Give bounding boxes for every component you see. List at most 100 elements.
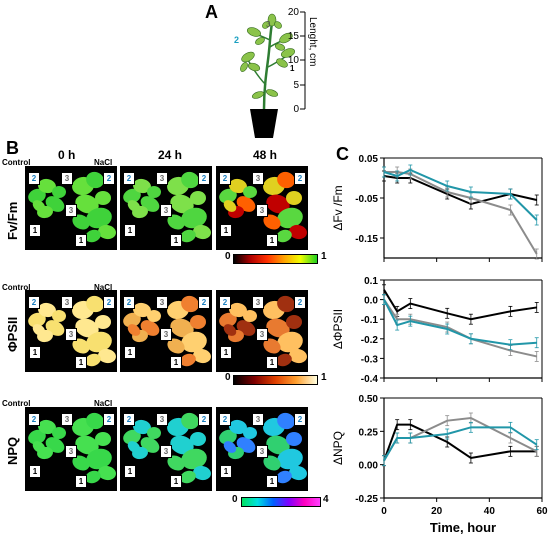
- leaf-tag-1-nacl: 1: [170, 475, 182, 488]
- control-leaf: [32, 324, 46, 336]
- leaf-tag-3-control: 3: [61, 413, 73, 426]
- leaf-tag-2-control: 2: [123, 413, 135, 426]
- x-tick-label: 0: [381, 506, 387, 517]
- nacl-leaf: [193, 465, 211, 481]
- nacl-leaf: [193, 224, 211, 240]
- fluorescence-image-r3-c2: 2 3 1 2 3 1: [120, 407, 212, 491]
- x-tick-label: 20: [431, 506, 443, 517]
- nacl-leaf: [75, 194, 99, 214]
- nacl-leaf: [72, 214, 90, 230]
- leaf-tag-2-nacl: 2: [198, 172, 210, 185]
- control-leaf: [219, 429, 237, 445]
- nacl-leaf: [86, 331, 112, 353]
- leaf-tag-1-control: 1: [29, 465, 41, 478]
- ruler-tick-5: 5: [293, 80, 299, 91]
- leaf-tag-1-nacl: 1: [75, 234, 87, 247]
- nacl-leaf: [286, 191, 302, 205]
- nacl-leaf: [266, 318, 290, 338]
- ruler-tick-0: 0: [293, 104, 299, 115]
- y-tick-label: -0.4: [361, 374, 379, 385]
- row1-nacl-label: NaCl: [94, 158, 113, 167]
- leaf-label-2: 2: [234, 35, 239, 45]
- nacl-leaf: [277, 295, 295, 313]
- nacl-leaf: [266, 435, 290, 455]
- leaf-tag-1-control: 1: [124, 465, 136, 478]
- series-line-2: [383, 299, 537, 358]
- nacl-leaf: [276, 229, 292, 243]
- row-label-phipsii: ΦPSII: [5, 316, 20, 352]
- colorbar-fvfm: [233, 254, 318, 264]
- nacl-leaf: [95, 191, 111, 205]
- leaf-tag-2-control: 2: [28, 413, 40, 426]
- col-header-0h: 0 h: [58, 148, 76, 162]
- colorbar-fvfm-max: 1: [321, 251, 327, 262]
- leaf-tag-2-nacl: 2: [198, 413, 210, 426]
- nacl-leaf: [167, 338, 185, 354]
- leaf-tag-1-nacl: 1: [266, 234, 278, 247]
- nacl-leaf: [193, 348, 211, 364]
- nacl-leaf: [180, 470, 196, 484]
- control-leaf: [127, 324, 141, 336]
- colorbar-phipsii: [233, 375, 318, 385]
- nacl-leaf: [190, 315, 206, 329]
- control-leaf: [127, 441, 141, 453]
- leaf-tag-1-nacl: 1: [170, 234, 182, 247]
- leaf-tag-3-control: 3: [252, 296, 264, 309]
- control-leaf: [123, 429, 141, 445]
- leaf-tag-1-control: 1: [29, 346, 41, 359]
- nacl-leaf: [98, 465, 116, 481]
- control-leaf: [223, 324, 237, 336]
- control-leaf: [223, 441, 237, 453]
- leaf-tag-3-control: 3: [252, 172, 264, 185]
- panel-a-letter: A: [205, 2, 218, 22]
- leaf-tag-3-nacl: 3: [256, 328, 268, 341]
- control-leaf: [127, 200, 141, 212]
- nacl-leaf: [181, 448, 207, 470]
- leaf-tag-1-control: 1: [220, 346, 232, 359]
- leaf-tag-3-nacl: 3: [160, 328, 172, 341]
- fluorescence-image-r2-c3: 2 3 1 2 3 1: [216, 290, 308, 372]
- panel-c-letter: C: [336, 144, 349, 164]
- control-leaf: [243, 310, 257, 322]
- leaf-tag-1-control: 1: [124, 224, 136, 237]
- nacl-leaf: [180, 353, 196, 367]
- leaf-tag-1-nacl: 1: [170, 356, 182, 369]
- nacl-leaf: [180, 229, 196, 243]
- plant-illustration: 2 3 1 20 15 10 5 0 Lenght, cm: [234, 7, 318, 138]
- fluorescence-image-r3-c3: 2 3 1 2 3 1: [216, 407, 308, 491]
- nacl-leaf: [98, 348, 116, 364]
- nacl-leaf: [170, 435, 194, 455]
- leaf-label-1: 1: [290, 64, 295, 73]
- nacl-leaf: [289, 465, 307, 481]
- nacl-leaf: [263, 455, 281, 471]
- y-tick-label: -0.25: [355, 494, 378, 505]
- y-tick-label: -0.15: [355, 234, 378, 245]
- nacl-leaf: [98, 224, 116, 240]
- y-tick-label: -0.1: [361, 315, 379, 326]
- leaf-tag-3-nacl: 3: [65, 328, 77, 341]
- leaf-tag-2-nacl: 2: [103, 172, 115, 185]
- leaf-tag-3-nacl: 3: [160, 445, 172, 458]
- control-leaf: [123, 312, 141, 328]
- control-leaf: [147, 427, 161, 439]
- y-axis-label: ΔNPQ: [331, 431, 345, 465]
- y-tick-label: 0.0: [364, 296, 378, 307]
- nacl-leaf: [277, 207, 303, 229]
- col-header-24h: 24 h: [158, 148, 183, 162]
- leaf-tag-3-control: 3: [61, 172, 73, 185]
- nacl-leaf: [85, 353, 101, 367]
- control-leaf: [32, 200, 46, 212]
- control-leaf: [243, 186, 257, 198]
- leaf-tag-3-control: 3: [156, 172, 168, 185]
- colorbar-npq: [241, 497, 321, 507]
- fluorescence-image-r2-c2: 2 3 1 2 3 1: [120, 290, 212, 372]
- nacl-leaf: [277, 331, 303, 353]
- control-leaf: [28, 312, 46, 328]
- nacl-leaf: [86, 295, 104, 313]
- nacl-leaf: [167, 455, 185, 471]
- nacl-leaf: [277, 412, 295, 430]
- leaf-tag-1-control: 1: [29, 224, 41, 237]
- row2-nacl-label: NaCl: [94, 283, 113, 292]
- control-leaf: [52, 186, 66, 198]
- y-tick-label: 0.1: [364, 276, 378, 287]
